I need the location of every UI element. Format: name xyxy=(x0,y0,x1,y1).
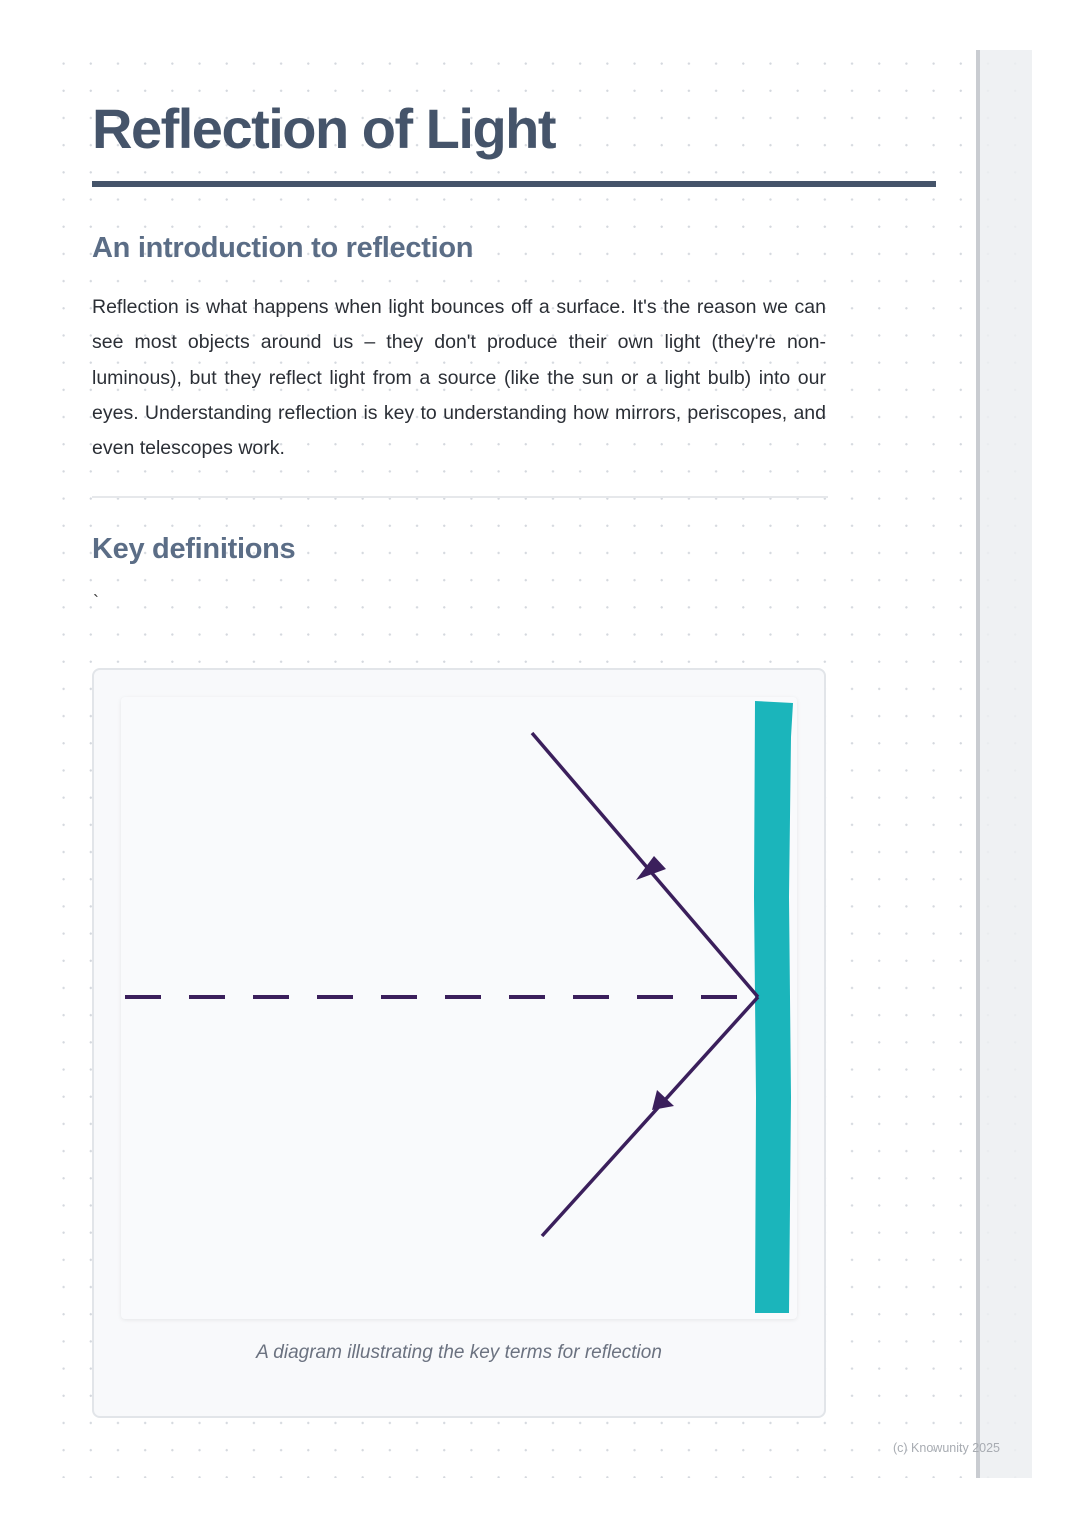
section-heading-key-definitions: Key definitions xyxy=(92,533,296,565)
section-divider xyxy=(92,496,828,498)
introduction-paragraph: Reflection is what happens when light bo… xyxy=(92,296,826,460)
section-heading-introduction: An introduction to reflection xyxy=(92,232,474,264)
title-divider xyxy=(92,181,936,187)
stray-backtick: ` xyxy=(93,592,99,612)
figure-caption: A diagram illustrating the key terms for… xyxy=(256,1342,662,1363)
copyright-footer: (c) Knowunity 2025 xyxy=(893,1441,1001,1455)
page-side-panel xyxy=(976,50,1032,1478)
reflected-ray xyxy=(540,995,760,1238)
mirror xyxy=(754,701,793,1313)
incident-arrow xyxy=(636,856,666,880)
incident-ray xyxy=(530,731,760,999)
reflected-arrow xyxy=(652,1090,674,1110)
page-title: Reflection of Light xyxy=(92,97,557,160)
reflection-diagram xyxy=(121,697,797,1319)
